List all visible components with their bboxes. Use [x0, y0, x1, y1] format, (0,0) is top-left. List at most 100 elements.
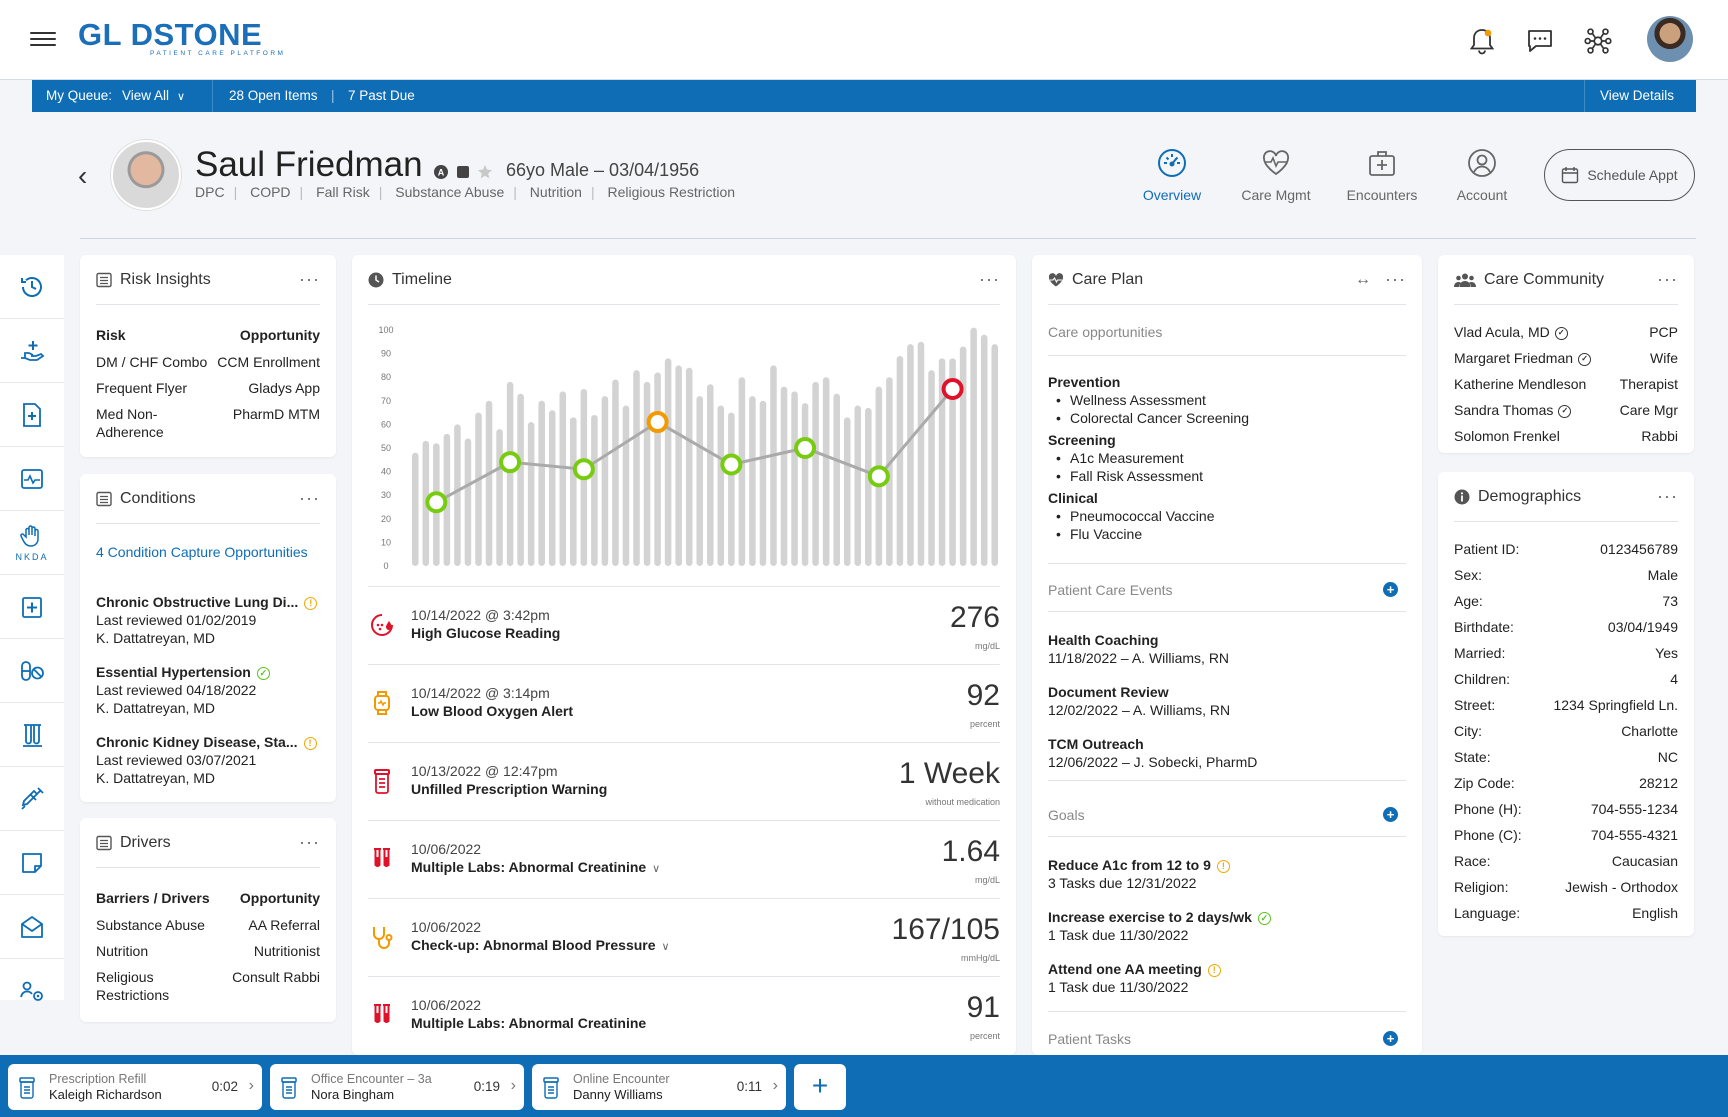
add-care-event-button[interactable]: + [1383, 582, 1398, 597]
tab-overview[interactable]: Overview [1140, 148, 1204, 203]
care-event-item[interactable]: Document Review 12/02/2022 – A. Williams,… [1048, 683, 1257, 719]
rail-notes[interactable] [0, 831, 64, 895]
task-card[interactable]: Prescription Refill Kaleigh Richardson 0… [8, 1064, 262, 1110]
goal-item[interactable]: Attend one AA meeting! 1 Task due 11/30/2… [1048, 960, 1271, 996]
goal-item[interactable]: Reduce A1c from 12 to 9! 3 Tasks due 12/3… [1048, 856, 1271, 892]
timeline-event[interactable]: 10/06/2022 Multiple Labs: Abnormal Creat… [368, 976, 1000, 1046]
chart-point[interactable] [646, 411, 669, 434]
tab-account[interactable]: Account [1452, 148, 1512, 203]
condition-capture-link[interactable]: 4 Condition Capture Opportunities [96, 544, 308, 560]
more-options-icon[interactable]: ··· [1657, 269, 1678, 289]
more-options-icon[interactable]: ··· [299, 269, 320, 289]
driver-opportunity[interactable]: Nutritionist [253, 943, 320, 959]
hamburger-icon[interactable] [30, 28, 56, 52]
chevron-down-icon[interactable]: ∨ [661, 941, 670, 953]
schedule-appt-button[interactable]: Schedule Appt [1544, 149, 1695, 201]
task-card[interactable]: Online Encounter Danny Williams 0:11 › [532, 1064, 786, 1110]
care-event-detail: 12/06/2022 – J. Sobecki, PharmD [1048, 754, 1258, 770]
task-timer: 0:02 [211, 1079, 238, 1094]
risk-opportunity[interactable]: PharmD MTM [232, 406, 320, 422]
rail-immunizations[interactable] [0, 767, 64, 831]
tab-care-mgmt[interactable]: Care Mgmt [1236, 148, 1316, 203]
open-items-link[interactable]: 28 Open Items [229, 88, 318, 103]
add-task-icon[interactable]: + [794, 1064, 846, 1110]
more-options-icon[interactable]: ··· [979, 269, 1000, 289]
patient-tag[interactable]: Fall Risk [316, 184, 370, 200]
rail-care[interactable] [0, 319, 64, 383]
demographic-label: Age: [1454, 593, 1483, 609]
patient-tag[interactable]: Substance Abuse [395, 184, 505, 200]
more-options-icon[interactable]: ··· [1385, 269, 1406, 289]
condition-item[interactable]: Chronic Obstructive Lung Di...! Last rev… [96, 593, 320, 647]
condition-item[interactable]: Essential Hypertension ✓ Last reviewed 04… [96, 663, 320, 717]
community-member[interactable]: Vlad Acula, MD ✓ PCP [1454, 323, 1678, 341]
add-task-button[interactable]: + [1383, 1031, 1398, 1046]
condition-item[interactable]: Chronic Kidney Disease, Sta...! Last rev… [96, 733, 320, 787]
chart-point[interactable] [794, 437, 817, 459]
care-event-item[interactable]: TCM Outreach 12/06/2022 – J. Sobecki, Pha… [1048, 735, 1257, 771]
care-opportunity-item[interactable]: Flu Vaccine [1048, 525, 1249, 543]
timeline-event[interactable]: 10/06/2022 Multiple Labs: Abnormal Creat… [368, 820, 1000, 898]
rail-medical-record[interactable] [0, 575, 64, 639]
chart-point[interactable] [941, 378, 964, 400]
tab-encounters[interactable]: Encounters [1344, 148, 1420, 203]
rail-labs[interactable] [0, 703, 64, 767]
timeline-event[interactable]: 10/13/2022 @ 12:47pm Unfilled Prescripti… [368, 742, 1000, 820]
rail-messages[interactable] [0, 895, 64, 959]
community-member[interactable]: Margaret Friedman ✓ Wife [1454, 349, 1678, 367]
network-icon[interactable] [1583, 26, 1613, 56]
rail-medications[interactable] [0, 639, 64, 703]
driver-opportunity[interactable]: Consult Rabbi [232, 969, 320, 985]
community-member[interactable]: Solomon Frenkel Rabbi [1454, 427, 1678, 445]
driver-opportunity[interactable]: AA Referral [248, 917, 320, 933]
rail-vitals[interactable] [0, 447, 64, 511]
patient-tag[interactable]: DPC [195, 184, 225, 200]
more-options-icon[interactable]: ··· [1657, 486, 1678, 506]
more-options-icon[interactable]: ··· [299, 488, 320, 508]
care-plan-card: Care Plan ↔ ··· [1032, 255, 1422, 1055]
bell-icon[interactable] [1467, 26, 1497, 56]
rail-documents[interactable] [0, 383, 64, 447]
patient-tag[interactable]: COPD [250, 184, 291, 200]
risk-opportunity[interactable]: Gladys App [248, 380, 320, 396]
past-due-link[interactable]: 7 Past Due [348, 88, 415, 103]
care-opportunity-item[interactable]: Wellness Assessment [1048, 391, 1249, 409]
care-opportunity-item[interactable]: A1c Measurement [1048, 449, 1249, 467]
back-chevron-icon[interactable]: ‹ [78, 160, 88, 191]
patient-tag[interactable]: Nutrition [529, 184, 582, 200]
queue-filter-dropdown[interactable]: View All ∨ [122, 80, 185, 112]
brand-logo[interactable]: GL DSTONE PATIENT CARE PLATFORM [78, 18, 285, 62]
chart-point[interactable] [720, 453, 743, 476]
patient-tag[interactable]: Religious Restriction [607, 184, 736, 200]
rail-history[interactable] [0, 255, 64, 319]
timeline-event[interactable]: 10/06/2022 Check-up: Abnormal Blood Pres… [368, 898, 1000, 976]
risk-opportunity[interactable]: CCM Enrollment [217, 354, 320, 370]
expand-horizontal-icon[interactable]: ↔ [1355, 270, 1372, 288]
care-opportunity-item[interactable]: Colorectal Cancer Screening [1048, 409, 1249, 427]
community-member[interactable]: Sandra Thomas ✓ Care Mgr [1454, 401, 1678, 419]
goal-item[interactable]: Increase exercise to 2 days/wk ✓ 1 Task du… [1048, 908, 1271, 944]
task-card[interactable]: Office Encounter – 3a Nora Bingham 0:19 … [270, 1064, 524, 1110]
chart-point[interactable] [867, 465, 890, 488]
event-title-row: Check-up: Abnormal Blood Pressure ∨ [411, 937, 670, 953]
chart-point[interactable] [499, 451, 522, 474]
rail-allergies[interactable]: NKDA [0, 511, 64, 575]
add-goal-button[interactable]: + [1383, 807, 1398, 822]
timeline-event[interactable]: 10/14/2022 @ 3:14pm Low Blood Oxygen Ale… [368, 664, 1000, 742]
community-member[interactable]: Katherine Mendleson Therapist [1454, 375, 1678, 393]
chart-point[interactable] [572, 458, 595, 481]
timeline-event[interactable]: 10/14/2022 @ 3:42pm High Glucose Reading… [368, 586, 1000, 664]
care-opportunity-item[interactable]: Pneumococcal Vaccine [1048, 507, 1249, 525]
care-opportunity-item[interactable]: Fall Risk Assessment [1048, 467, 1249, 485]
test-tubes-icon [23, 723, 42, 747]
user-avatar[interactable] [1647, 16, 1693, 62]
care-event-item[interactable]: Health Coaching 11/18/2022 – A. Williams,… [1048, 631, 1257, 667]
chat-icon[interactable] [1525, 26, 1555, 56]
view-details-link[interactable]: View Details [1600, 88, 1675, 103]
more-options-icon[interactable]: ··· [299, 832, 320, 852]
rail-care-team[interactable] [0, 959, 64, 1023]
goals-list: Reduce A1c from 12 to 9! 3 Tasks due 12/3… [1048, 856, 1271, 996]
chevron-down-icon[interactable]: ∨ [652, 863, 661, 875]
chart-point[interactable] [425, 491, 448, 514]
warning-icon: ! [1207, 963, 1221, 977]
